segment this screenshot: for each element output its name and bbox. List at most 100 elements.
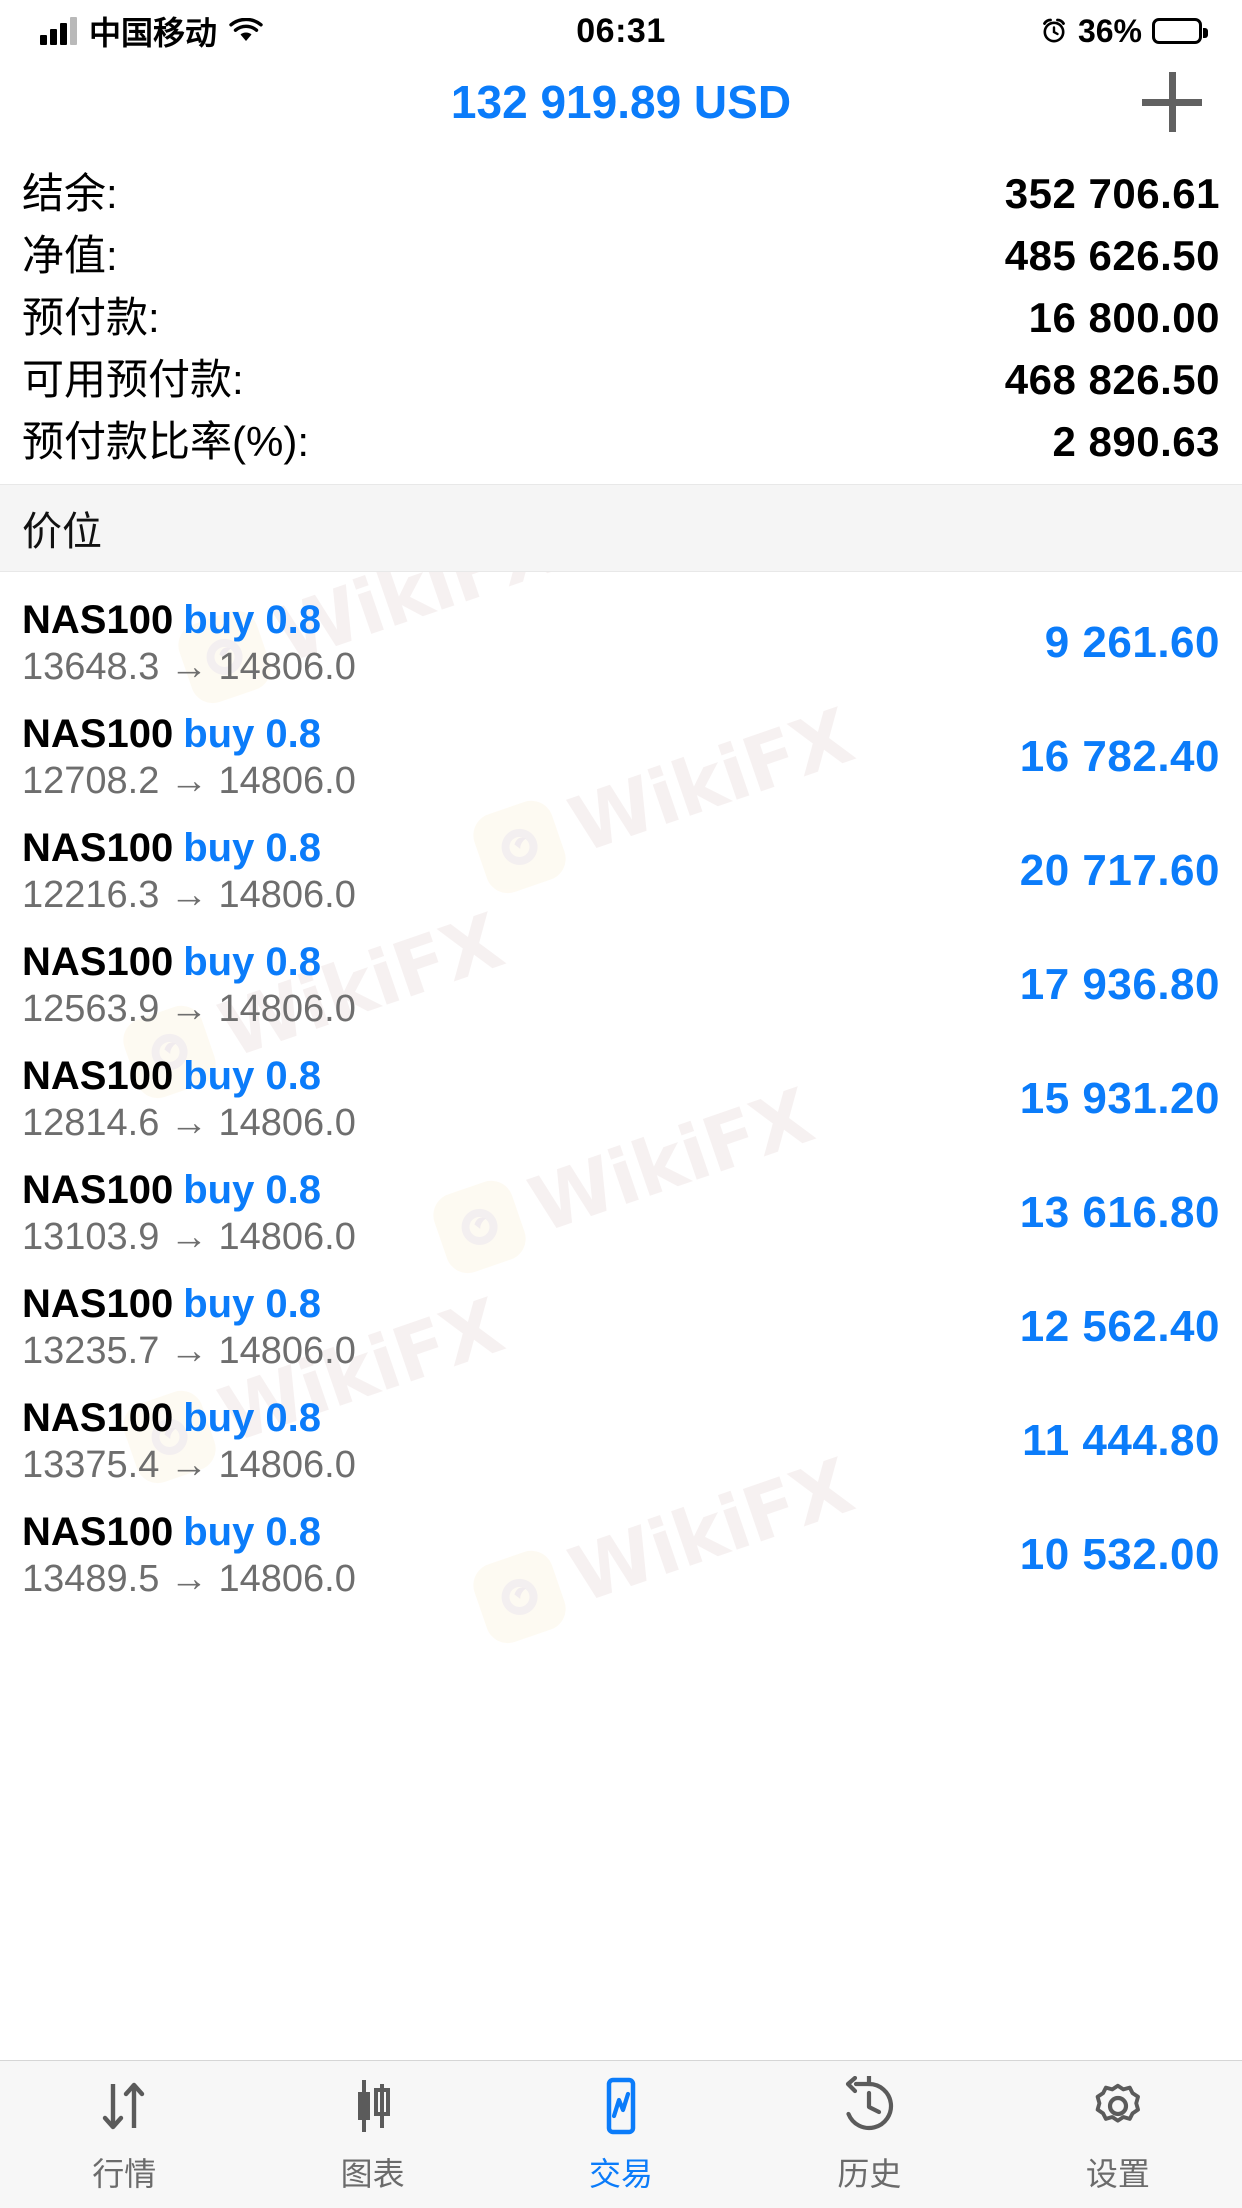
position-title: NAS100 buy 0.8	[22, 828, 356, 868]
position-profit: 12 562.40	[1019, 1302, 1220, 1351]
position-info: NAS100 buy 0.8 12563.9 → 14806.0	[22, 942, 356, 1028]
quotes-arrows-icon	[93, 2075, 155, 2137]
position-side-volume: buy 0.8	[183, 1510, 322, 1554]
status-bar-right: 36%	[1040, 12, 1208, 50]
position-row[interactable]: NAS100 buy 0.8 13103.9 → 14806.0 13 616.80	[0, 1156, 1242, 1270]
app-header: 132 919.89 USD	[0, 62, 1242, 142]
tab-label: 历史	[837, 2155, 902, 2192]
section-title: 价位	[22, 510, 102, 554]
position-profit: 13 616.80	[1019, 1188, 1220, 1237]
summary-label: 可用预付款:	[22, 356, 244, 403]
position-info: NAS100 buy 0.8 13648.3 → 14806.0	[22, 600, 356, 686]
position-title: NAS100 buy 0.8	[22, 1512, 356, 1552]
tab-charts[interactable]: 图表	[248, 2061, 496, 2208]
position-row[interactable]: NAS100 buy 0.8 13375.4 → 14806.0 11 444.80	[0, 1384, 1242, 1498]
alarm-clock-icon	[1040, 17, 1068, 45]
battery-icon	[1152, 18, 1208, 44]
positions-list[interactable]: WikiFX WikiFX WikiFX WikiFX WikiFX WikiFX NAS…	[0, 572, 1242, 2060]
position-prices: 13375.4 → 14806.0	[22, 1444, 356, 1486]
position-prices: 12563.9 → 14806.0	[22, 988, 356, 1030]
tab-label: 行情	[92, 2155, 157, 2192]
summary-value: 485 626.50	[1004, 232, 1220, 279]
tab-trade[interactable]: 交易	[497, 2061, 745, 2208]
tab-quotes[interactable]: 行情	[0, 2061, 248, 2208]
summary-row-equity: 净值: 485 626.50	[22, 222, 1220, 284]
position-profit: 17 936.80	[1019, 960, 1220, 1009]
position-profit: 15 931.20	[1019, 1074, 1220, 1123]
status-bar: 中国移动 06:31 36%	[0, 0, 1242, 62]
position-symbol: NAS100	[22, 1396, 174, 1440]
position-title: NAS100 buy 0.8	[22, 1284, 356, 1324]
position-row[interactable]: NAS100 buy 0.8 12814.6 → 14806.0 15 931.20	[0, 1042, 1242, 1156]
position-side-volume: buy 0.8	[183, 1282, 322, 1326]
position-symbol: NAS100	[22, 1168, 174, 1212]
account-summary: 结余: 352 706.61 净值: 485 626.50 预付款: 16 80…	[0, 142, 1242, 484]
position-title: NAS100 buy 0.8	[22, 942, 356, 982]
summary-row-balance: 结余: 352 706.61	[22, 160, 1220, 222]
battery-percent-label: 36%	[1077, 12, 1142, 49]
position-info: NAS100 buy 0.8 13375.4 → 14806.0	[22, 1398, 356, 1484]
position-symbol: NAS100	[22, 1282, 174, 1326]
position-row[interactable]: NAS100 buy 0.8 13235.7 → 14806.0 12 562.40	[0, 1270, 1242, 1384]
page-title: 132 919.89 USD	[450, 76, 792, 128]
bottom-tab-bar[interactable]: 行情 图表 交易	[0, 2060, 1242, 2208]
summary-value: 16 800.00	[1028, 294, 1220, 341]
position-prices: 13648.3 → 14806.0	[22, 646, 356, 688]
position-side-volume: buy 0.8	[183, 940, 322, 984]
summary-value: 468 826.50	[1004, 356, 1220, 403]
summary-label: 预付款比率(%):	[22, 418, 309, 465]
summary-row-margin: 预付款: 16 800.00	[22, 284, 1220, 346]
cellular-signal-icon	[40, 17, 77, 45]
history-clock-icon	[838, 2075, 900, 2137]
position-prices: 12216.3 → 14806.0	[22, 874, 356, 916]
summary-value: 352 706.61	[1004, 170, 1220, 217]
tab-label: 图表	[340, 2155, 405, 2192]
position-side-volume: buy 0.8	[183, 598, 322, 642]
tab-history[interactable]: 历史	[745, 2061, 993, 2208]
position-side-volume: buy 0.8	[183, 1054, 322, 1098]
position-info: NAS100 buy 0.8 12708.2 → 14806.0	[22, 714, 356, 800]
position-profit: 16 782.40	[1019, 732, 1220, 781]
position-profit: 20 717.60	[1019, 846, 1220, 895]
position-row[interactable]: NAS100 buy 0.8 12563.9 → 14806.0 17 936.80	[0, 928, 1242, 1042]
position-title: NAS100 buy 0.8	[22, 1398, 356, 1438]
position-title: NAS100 buy 0.8	[22, 714, 356, 754]
position-symbol: NAS100	[22, 598, 174, 642]
position-side-volume: buy 0.8	[183, 712, 322, 756]
position-row[interactable]: NAS100 buy 0.8 13489.5 → 14806.0 10 532.00	[0, 1498, 1242, 1612]
carrier-label: 中国移动	[89, 15, 218, 51]
position-row[interactable]: NAS100 buy 0.8 13648.3 → 14806.0 9 261.60	[0, 586, 1242, 700]
position-title: NAS100 buy 0.8	[22, 1170, 356, 1210]
position-symbol: NAS100	[22, 1510, 174, 1554]
summary-label: 预付款:	[22, 294, 160, 341]
position-info: NAS100 buy 0.8 13489.5 → 14806.0	[22, 1512, 356, 1598]
position-title: NAS100 buy 0.8	[22, 1056, 356, 1096]
gear-icon	[1087, 2075, 1149, 2137]
positions-section-header: 价位	[0, 484, 1242, 572]
position-prices: 12708.2 → 14806.0	[22, 760, 356, 802]
position-info: NAS100 buy 0.8 12814.6 → 14806.0	[22, 1056, 356, 1142]
position-prices: 13103.9 → 14806.0	[22, 1216, 356, 1258]
status-bar-left: 中国移动	[40, 8, 263, 54]
position-info: NAS100 buy 0.8 13103.9 → 14806.0	[22, 1170, 356, 1256]
position-row[interactable]: NAS100 buy 0.8 12708.2 → 14806.0 16 782.40	[0, 700, 1242, 814]
status-bar-clock: 06:31	[576, 11, 666, 50]
position-symbol: NAS100	[22, 826, 174, 870]
position-symbol: NAS100	[22, 940, 174, 984]
tab-label: 设置	[1085, 2155, 1150, 2192]
tab-settings[interactable]: 设置	[994, 2061, 1242, 2208]
position-row[interactable]: NAS100 buy 0.8 12216.3 → 14806.0 20 717.60	[0, 814, 1242, 928]
position-info: NAS100 buy 0.8 13235.7 → 14806.0	[22, 1284, 356, 1370]
position-side-volume: buy 0.8	[183, 1168, 322, 1212]
candlestick-chart-icon	[342, 2075, 404, 2137]
summary-row-free-margin: 可用预付款: 468 826.50	[22, 346, 1220, 408]
position-prices: 13235.7 → 14806.0	[22, 1330, 356, 1372]
summary-label: 净值:	[22, 232, 118, 279]
add-order-button[interactable]	[1142, 72, 1202, 132]
position-info: NAS100 buy 0.8 12216.3 → 14806.0	[22, 828, 356, 914]
position-profit: 9 261.60	[1044, 618, 1220, 667]
trade-phone-chart-icon	[590, 2075, 652, 2137]
position-title: NAS100 buy 0.8	[22, 600, 356, 640]
position-prices: 13489.5 → 14806.0	[22, 1558, 356, 1600]
